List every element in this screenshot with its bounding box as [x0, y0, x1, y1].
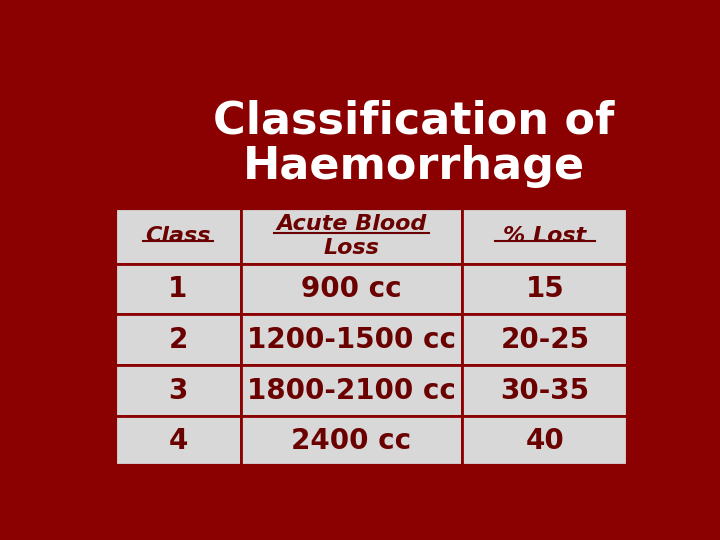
Bar	[115, 208, 629, 466]
Text: Acute Blood
Loss: Acute Blood Loss	[276, 214, 426, 258]
Bar	[462, 365, 629, 416]
Bar	[241, 208, 462, 264]
Text: 30-35: 30-35	[500, 376, 590, 404]
Bar	[115, 416, 241, 467]
Bar	[241, 365, 462, 416]
Bar	[115, 365, 241, 416]
Bar	[115, 314, 241, 365]
Text: Haemorrhage: Haemorrhage	[243, 145, 585, 188]
Text: 20-25: 20-25	[500, 326, 590, 354]
Text: Classification of: Classification of	[213, 99, 614, 143]
Bar	[462, 314, 629, 365]
Bar	[462, 264, 629, 314]
Bar	[462, 416, 629, 467]
Text: 2400 cc: 2400 cc	[291, 428, 411, 455]
Bar	[241, 416, 462, 467]
Bar	[241, 314, 462, 365]
Bar	[115, 264, 241, 314]
Text: 2: 2	[168, 326, 188, 354]
Bar	[462, 208, 629, 264]
Bar	[115, 208, 241, 264]
Text: 4: 4	[168, 428, 188, 455]
Text: 3: 3	[168, 376, 188, 404]
Text: Class: Class	[145, 226, 211, 246]
Text: 1800-2100 cc: 1800-2100 cc	[247, 376, 456, 404]
Text: 40: 40	[526, 428, 564, 455]
Text: 15: 15	[526, 275, 564, 303]
Bar	[241, 264, 462, 314]
Text: 1200-1500 cc: 1200-1500 cc	[247, 326, 456, 354]
Text: % Lost: % Lost	[503, 226, 587, 246]
Text: 900 cc: 900 cc	[301, 275, 402, 303]
Text: 1: 1	[168, 275, 188, 303]
